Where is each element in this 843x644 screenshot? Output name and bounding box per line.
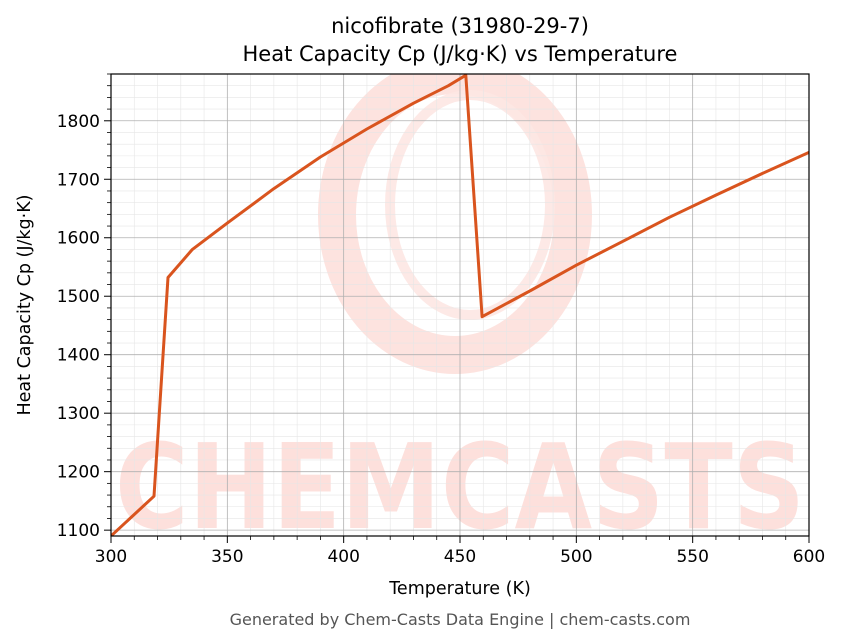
x-axis: 300 350 400 450 500 550 600 bbox=[95, 536, 825, 567]
y-tick-label: 1800 bbox=[57, 112, 100, 132]
y-tick-label: 1100 bbox=[57, 521, 100, 541]
y-axis: 1100 1200 1300 1400 1500 1600 1700 1800 bbox=[57, 73, 111, 541]
series-layer bbox=[111, 74, 809, 536]
x-tick-label: 450 bbox=[444, 547, 476, 567]
y-tick-label: 1600 bbox=[57, 229, 100, 249]
footer-credit: Generated by Chem-Casts Data Engine | ch… bbox=[230, 610, 691, 629]
x-tick-label: 550 bbox=[676, 547, 708, 567]
x-tick-label: 300 bbox=[95, 547, 127, 567]
x-axis-label: Temperature (K) bbox=[388, 579, 531, 599]
chart-subtitle: Heat Capacity Cp (J/kg·K) vs Temperature bbox=[243, 42, 678, 66]
x-tick-label: 500 bbox=[560, 547, 592, 567]
series-line-heat-capacity bbox=[111, 74, 809, 536]
y-tick-label: 1400 bbox=[57, 346, 100, 366]
y-tick-label: 1300 bbox=[57, 404, 100, 424]
y-tick-label: 1500 bbox=[57, 287, 100, 307]
y-axis-label: Heat Capacity Cp (J/kg·K) bbox=[15, 195, 35, 416]
x-tick-label: 600 bbox=[793, 547, 825, 567]
x-tick-label: 350 bbox=[211, 547, 243, 567]
x-tick-label: 400 bbox=[327, 547, 359, 567]
y-tick-label: 1200 bbox=[57, 463, 100, 483]
y-tick-label: 1700 bbox=[57, 170, 100, 190]
chart-title: nicofibrate (31980-29-7) bbox=[331, 14, 589, 38]
